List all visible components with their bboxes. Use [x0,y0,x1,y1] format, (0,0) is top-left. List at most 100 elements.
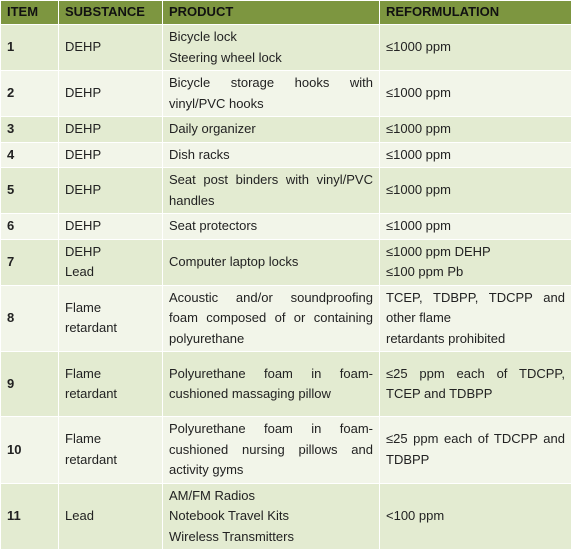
table-row: 6 DEHP Seat protectors ≤1000 ppm [1,214,571,240]
cell-substance-line: DEHP [65,242,156,263]
header-row: ITEM SUBSTANCE PRODUCT REFORMULATION [1,1,571,25]
cell-substance: DEHP [59,71,163,117]
cell-product: Daily organizer [163,117,380,143]
header-product: PRODUCT [163,1,380,25]
cell-reformulation-line: ≤1000 ppm [386,216,565,237]
cell-reformulation-line: TCEP, TDBPP, TDCPP and other flame [386,288,565,329]
cell-reformulation-line: ≤1000 ppm DEHP [386,242,565,263]
table-row: 3 DEHP Daily organizer ≤1000 ppm [1,117,571,143]
cell-product-line: Dish racks [169,145,373,166]
header-substance: SUBSTANCE [59,1,163,25]
cell-product-line: Polyurethane foam in foam-cushioned nurs… [169,419,373,481]
cell-item: 9 [1,352,59,417]
cell-substance-line: DEHP [65,180,156,201]
cell-substance: DEHP [59,214,163,240]
cell-substance: DEHP [59,168,163,214]
cell-substance-line: Flame retardant [65,298,156,339]
cell-product: Polyurethane foam in foam-cushioned nurs… [163,417,380,484]
cell-item: 7 [1,239,59,285]
cell-item: 10 [1,417,59,484]
cell-reformulation-line: ≤1000 ppm [386,145,565,166]
cell-product-line: Polyurethane foam in foam-cushioned mass… [169,364,373,405]
table-row: 4 DEHP Dish racks ≤1000 ppm [1,142,571,168]
cell-reformulation: ≤1000 ppm DEHP≤100 ppm Pb [380,239,571,285]
cell-product-line: AM/FM Radios [169,486,373,507]
cell-product-line: Seat protectors [169,216,373,237]
cell-reformulation: ≤25 ppm each of TDCPP and TDBPP [380,417,571,484]
cell-reformulation: ≤1000 ppm [380,142,571,168]
cell-product: Bicycle storage hooks with vinyl/PVC hoo… [163,71,380,117]
cell-substance: Lead [59,483,163,550]
cell-reformulation-line: <100 ppm [386,506,565,527]
cell-reformulation: ≤1000 ppm [380,25,571,71]
cell-reformulation-line: ≤25 ppm each of TDCPP, TCEP and TDBPP [386,364,565,405]
cell-product: Computer laptop locks [163,239,380,285]
cell-product-line: Acoustic and/or soundproofing foam compo… [169,288,373,350]
cell-substance: DEHP [59,25,163,71]
cell-product-line: Seat post binders with vinyl/PVC handles [169,170,373,211]
cell-reformulation: ≤25 ppm each of TDCPP, TCEP and TDBPP [380,352,571,417]
cell-item: 3 [1,117,59,143]
cell-substance-line: Lead [65,506,156,527]
cell-substance-line: Lead [65,262,156,283]
cell-product-line: Daily organizer [169,119,373,140]
cell-item: 11 [1,483,59,550]
cell-substance-line: DEHP [65,37,156,58]
cell-substance: Flame retardant [59,352,163,417]
cell-item: 2 [1,71,59,117]
cell-substance-line: DEHP [65,216,156,237]
cell-item: 8 [1,285,59,352]
cell-reformulation-line: ≤1000 ppm [386,37,565,58]
cell-substance: DEHP [59,142,163,168]
cell-item: 4 [1,142,59,168]
cell-substance: DEHP [59,117,163,143]
cell-item: 5 [1,168,59,214]
cell-reformulation-line: ≤1000 ppm [386,83,565,104]
cell-product-line: Bicycle storage hooks with vinyl/PVC hoo… [169,73,373,114]
cell-product-line: Notebook Travel Kits [169,506,373,527]
cell-product-line: Steering wheel lock [169,48,373,69]
cell-substance-line: DEHP [65,145,156,166]
cell-reformulation-line: ≤1000 ppm [386,119,565,140]
cell-substance-line: DEHP [65,83,156,104]
cell-product: Polyurethane foam in foam-cushioned mass… [163,352,380,417]
cell-product: Acoustic and/or soundproofing foam compo… [163,285,380,352]
cell-reformulation-line: retardants prohibited [386,329,565,350]
cell-reformulation: ≤1000 ppm [380,71,571,117]
cell-substance-line: Flame retardant [65,429,156,470]
header-reformulation: REFORMULATION [380,1,571,25]
cell-product: Seat post binders with vinyl/PVC handles [163,168,380,214]
cell-product-line: Computer laptop locks [169,252,373,273]
cell-item: 6 [1,214,59,240]
cell-product-line: Wireless Transmitters [169,527,373,548]
cell-reformulation-line: ≤1000 ppm [386,180,565,201]
cell-substance-line: DEHP [65,119,156,140]
cell-product: Dish racks [163,142,380,168]
cell-reformulation-line: ≤25 ppm each of TDCPP and TDBPP [386,429,565,470]
cell-reformulation: ≤1000 ppm [380,168,571,214]
cell-item: 1 [1,25,59,71]
cell-reformulation-line: ≤100 ppm Pb [386,262,565,283]
table-row: 5 DEHP Seat post binders with vinyl/PVC ha… [1,168,571,214]
cell-reformulation: <100 ppm [380,483,571,550]
cell-reformulation: ≤1000 ppm [380,214,571,240]
cell-substance: Flame retardant [59,285,163,352]
cell-substance: Flame retardant [59,417,163,484]
cell-product-line: Bicycle lock [169,27,373,48]
cell-product: Seat protectors [163,214,380,240]
table-row: 2 DEHP Bicycle storage hooks with vinyl/PV… [1,71,571,117]
header-item: ITEM [1,1,59,25]
cell-reformulation: ≤1000 ppm [380,117,571,143]
